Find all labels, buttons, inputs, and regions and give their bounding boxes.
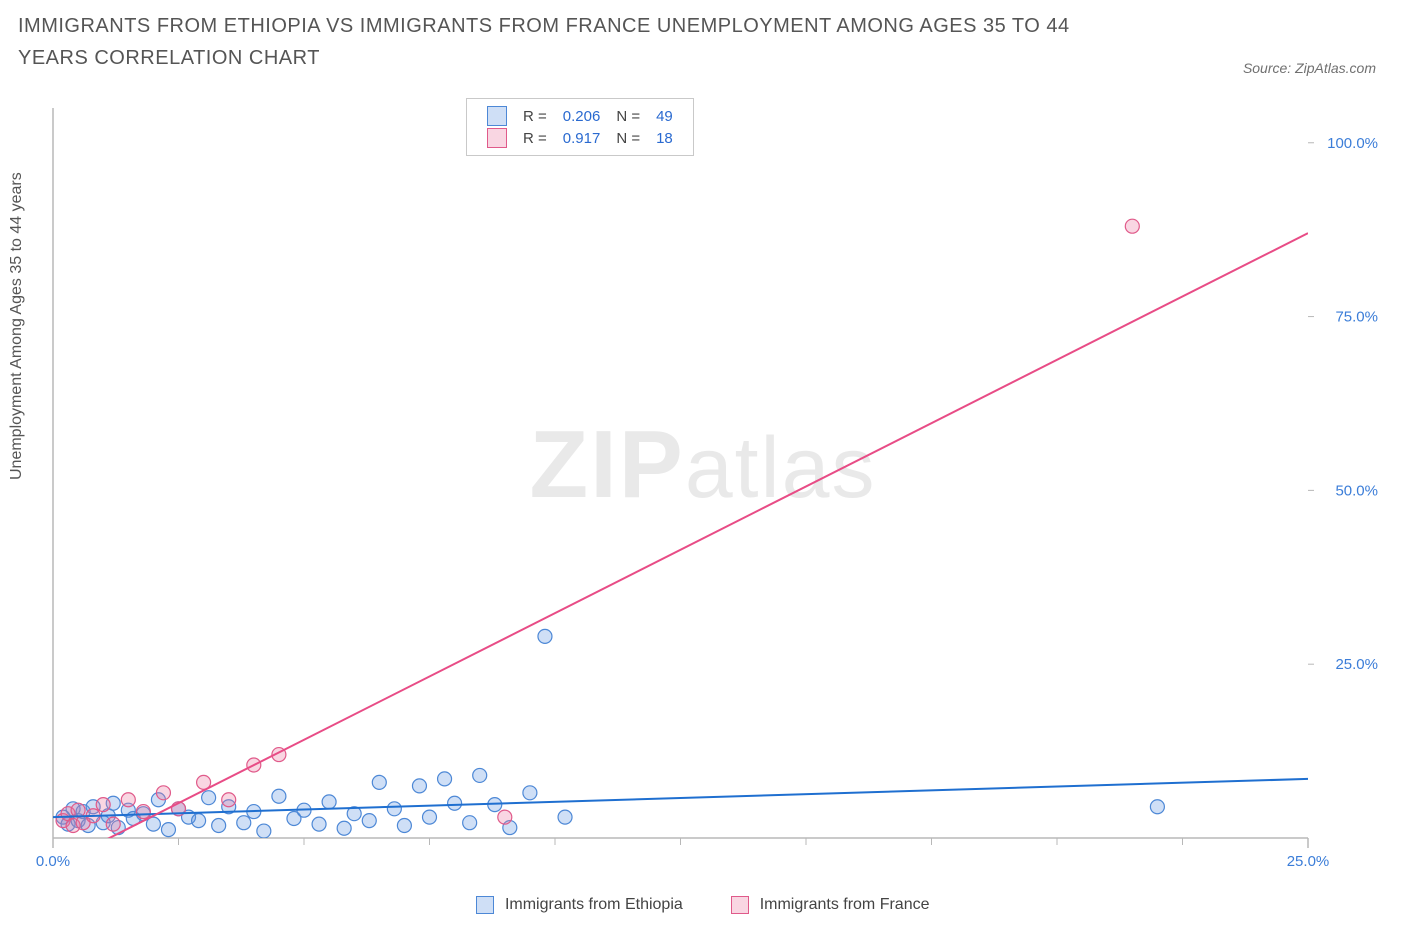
legend-swatch-ethiopia bbox=[487, 106, 507, 126]
stat-R-label-2: R = bbox=[515, 127, 555, 149]
svg-text:100.0%: 100.0% bbox=[1327, 135, 1378, 152]
bottom-label-ethiopia: Immigrants from Ethiopia bbox=[505, 896, 683, 913]
stat-N-ethiopia: 49 bbox=[648, 105, 681, 127]
bottom-swatch-france bbox=[731, 896, 749, 914]
svg-text:0.0%: 0.0% bbox=[36, 853, 70, 870]
svg-text:25.0%: 25.0% bbox=[1287, 853, 1330, 870]
plot-area: 0.0% 25.0% 25.0% 50.0% 75.0% 100.0% R = 0.206… bbox=[18, 98, 1388, 918]
svg-text:50.0%: 50.0% bbox=[1335, 482, 1378, 499]
scatter-chart: 0.0% 25.0% 25.0% 50.0% 75.0% 100.0% bbox=[18, 98, 1388, 878]
svg-text:25.0%: 25.0% bbox=[1335, 656, 1378, 673]
stats-legend: R = 0.206 N = 49 R = 0.917 N = 18 bbox=[466, 98, 694, 156]
stat-N-label-2: N = bbox=[608, 127, 648, 149]
bottom-swatch-ethiopia bbox=[476, 896, 494, 914]
bottom-legend: Immigrants from Ethiopia Immigrants from… bbox=[18, 896, 1388, 914]
legend-swatch-france bbox=[487, 128, 507, 148]
stat-R-ethiopia: 0.206 bbox=[555, 105, 609, 127]
stat-N-france: 18 bbox=[648, 127, 681, 149]
bottom-label-france: Immigrants from France bbox=[760, 896, 930, 913]
chart-title: IMMIGRANTS FROM ETHIOPIA VS IMMIGRANTS F… bbox=[18, 10, 1118, 74]
source-label: Source: ZipAtlas.com bbox=[1243, 60, 1376, 76]
stat-N-label: N = bbox=[608, 105, 648, 127]
svg-text:75.0%: 75.0% bbox=[1335, 309, 1378, 326]
stat-R-label: R = bbox=[515, 105, 555, 127]
stat-R-france: 0.917 bbox=[555, 127, 609, 149]
